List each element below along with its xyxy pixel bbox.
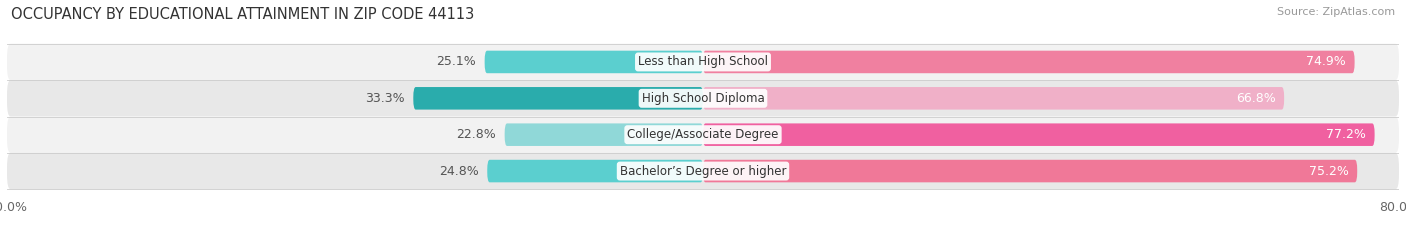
FancyBboxPatch shape <box>703 123 1375 146</box>
Text: 25.1%: 25.1% <box>436 55 477 69</box>
Text: 74.9%: 74.9% <box>1306 55 1346 69</box>
FancyBboxPatch shape <box>703 51 1354 73</box>
Text: 24.8%: 24.8% <box>439 164 478 178</box>
Text: 22.8%: 22.8% <box>456 128 496 141</box>
FancyBboxPatch shape <box>7 44 1399 80</box>
Text: OCCUPANCY BY EDUCATIONAL ATTAINMENT IN ZIP CODE 44113: OCCUPANCY BY EDUCATIONAL ATTAINMENT IN Z… <box>11 7 474 22</box>
FancyBboxPatch shape <box>703 160 1357 182</box>
Text: Source: ZipAtlas.com: Source: ZipAtlas.com <box>1277 7 1395 17</box>
Text: College/Associate Degree: College/Associate Degree <box>627 128 779 141</box>
Text: Bachelor’s Degree or higher: Bachelor’s Degree or higher <box>620 164 786 178</box>
FancyBboxPatch shape <box>703 87 1284 110</box>
Text: Less than High School: Less than High School <box>638 55 768 69</box>
FancyBboxPatch shape <box>7 80 1399 116</box>
FancyBboxPatch shape <box>7 153 1399 189</box>
Text: High School Diploma: High School Diploma <box>641 92 765 105</box>
FancyBboxPatch shape <box>413 87 703 110</box>
Text: 66.8%: 66.8% <box>1236 92 1275 105</box>
FancyBboxPatch shape <box>505 123 703 146</box>
Text: 77.2%: 77.2% <box>1326 128 1365 141</box>
FancyBboxPatch shape <box>488 160 703 182</box>
FancyBboxPatch shape <box>7 116 1399 153</box>
Text: 33.3%: 33.3% <box>366 92 405 105</box>
FancyBboxPatch shape <box>485 51 703 73</box>
Text: 75.2%: 75.2% <box>1309 164 1348 178</box>
